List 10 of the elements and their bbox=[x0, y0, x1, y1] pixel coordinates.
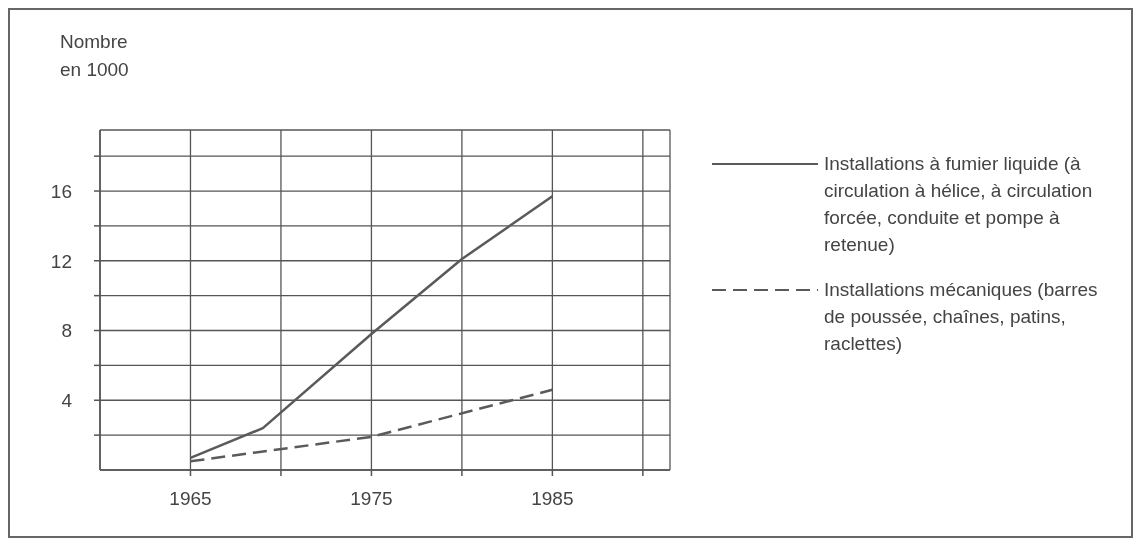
text: Installations à fumier liquide (à circulation à hélice, à circulation forcée, conduite et pompe à retenue) bbox=[824, 152, 1094, 257]
x-tick-label: 1975 bbox=[350, 488, 393, 510]
y-tick-label: 16 bbox=[50, 180, 72, 202]
x-tick-label: 1965 bbox=[169, 488, 212, 510]
text: Installations mécaniques (barres de poussée, chaînes, patins, raclettes) bbox=[824, 278, 1099, 356]
x-tick-label: 1985 bbox=[531, 488, 574, 510]
y-tick-label: 4 bbox=[61, 390, 73, 411]
y-tick-label: 12 bbox=[50, 250, 72, 272]
y-axis-title: Nombre en 1000 bbox=[60, 30, 130, 82]
y-tick-label: 8 bbox=[61, 320, 72, 342]
